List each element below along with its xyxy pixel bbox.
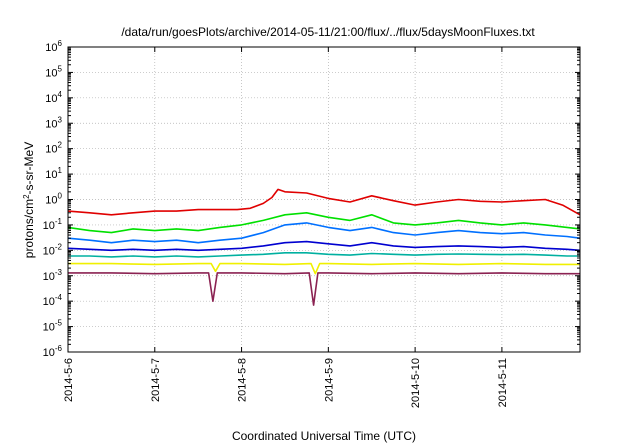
x-tick-label: 2014-5-7 (150, 358, 162, 402)
y-tick-label: 103 (45, 115, 62, 130)
y-tick-label-base: 10 (43, 245, 55, 257)
y-tick-label-exp: 2 (58, 141, 63, 150)
series-line-4 (67, 240, 581, 252)
y-tick-label-base: 10 (45, 169, 57, 181)
y-tick-label-base: 10 (45, 67, 57, 79)
series-line-5 (68, 252, 580, 258)
y-tick-label: 10-6 (43, 344, 63, 359)
y-axis-label-prefix: protons/cm (22, 199, 36, 258)
x-tick-label: 2014-5-8 (237, 358, 249, 402)
y-tick-label-base: 10 (45, 93, 57, 105)
y-axis-label-suffix: -s-sr-MeV (22, 142, 36, 195)
ticks-layer: 10-610-510-410-310-210-11001011021031041… (43, 39, 580, 408)
y-tick-label-exp: 4 (58, 90, 63, 99)
series-layer (67, 188, 581, 306)
y-tick-label-exp: 5 (58, 64, 63, 73)
series-line-7 (68, 272, 580, 306)
y-axis-label: protons/cm2-s-sr-MeV (22, 142, 37, 258)
series-line-2 (67, 212, 581, 234)
chart-title: /data/run/goesPlots/archive/2014-05-11/2… (121, 25, 535, 39)
y-tick-label-exp: -4 (55, 293, 63, 302)
y-tick-label-base: 10 (43, 322, 55, 334)
y-tick-label: 10-3 (43, 268, 63, 283)
y-tick-label: 10-2 (43, 242, 63, 257)
y-tick-label-exp: 3 (58, 115, 63, 124)
series-line-1 (67, 188, 581, 216)
y-tick-label: 106 (45, 39, 62, 54)
y-tick-label-exp: -6 (55, 344, 63, 353)
y-axis-label-sup: 2 (22, 194, 31, 199)
y-tick-label: 100 (45, 192, 62, 207)
x-tick-label: 2014-5-9 (323, 358, 335, 402)
y-tick-label-base: 10 (43, 220, 55, 232)
y-tick-label-base: 10 (43, 271, 55, 283)
series-line-6 (68, 262, 580, 275)
y-tick-label-exp: -1 (55, 217, 63, 226)
y-tick-label-base: 10 (45, 118, 57, 130)
y-tick-label-exp: 1 (58, 166, 63, 175)
y-tick-label: 105 (45, 64, 62, 79)
x-tick-label: 2014-5-6 (63, 358, 75, 402)
grid-layer (68, 47, 580, 352)
y-tick-label-base: 10 (45, 195, 57, 207)
y-tick-label-base: 10 (45, 42, 57, 54)
y-tick-label-exp: -5 (55, 319, 63, 328)
y-tick-label-base: 10 (43, 296, 55, 308)
y-tick-label: 10-1 (43, 217, 63, 232)
y-tick-label: 10-5 (43, 319, 63, 334)
plot-frame (67, 46, 581, 353)
y-tick-label-exp: -2 (55, 242, 63, 251)
y-tick-label-exp: 6 (58, 39, 63, 48)
y-tick-label: 104 (45, 90, 62, 105)
y-tick-label-base: 10 (45, 144, 57, 156)
series-line-3 (67, 222, 581, 244)
x-axis-label: Coordinated Universal Time (UTC) (232, 429, 416, 443)
x-tick-label: 2014-5-11 (497, 358, 509, 407)
y-tick-label: 101 (45, 166, 62, 181)
y-tick-label: 102 (45, 141, 62, 156)
y-tick-label-exp: -3 (55, 268, 63, 277)
y-tick-label-exp: 0 (58, 192, 63, 201)
y-tick-label-base: 10 (43, 347, 55, 359)
x-tick-label: 2014-5-10 (410, 358, 422, 408)
y-tick-label: 10-4 (43, 293, 63, 308)
